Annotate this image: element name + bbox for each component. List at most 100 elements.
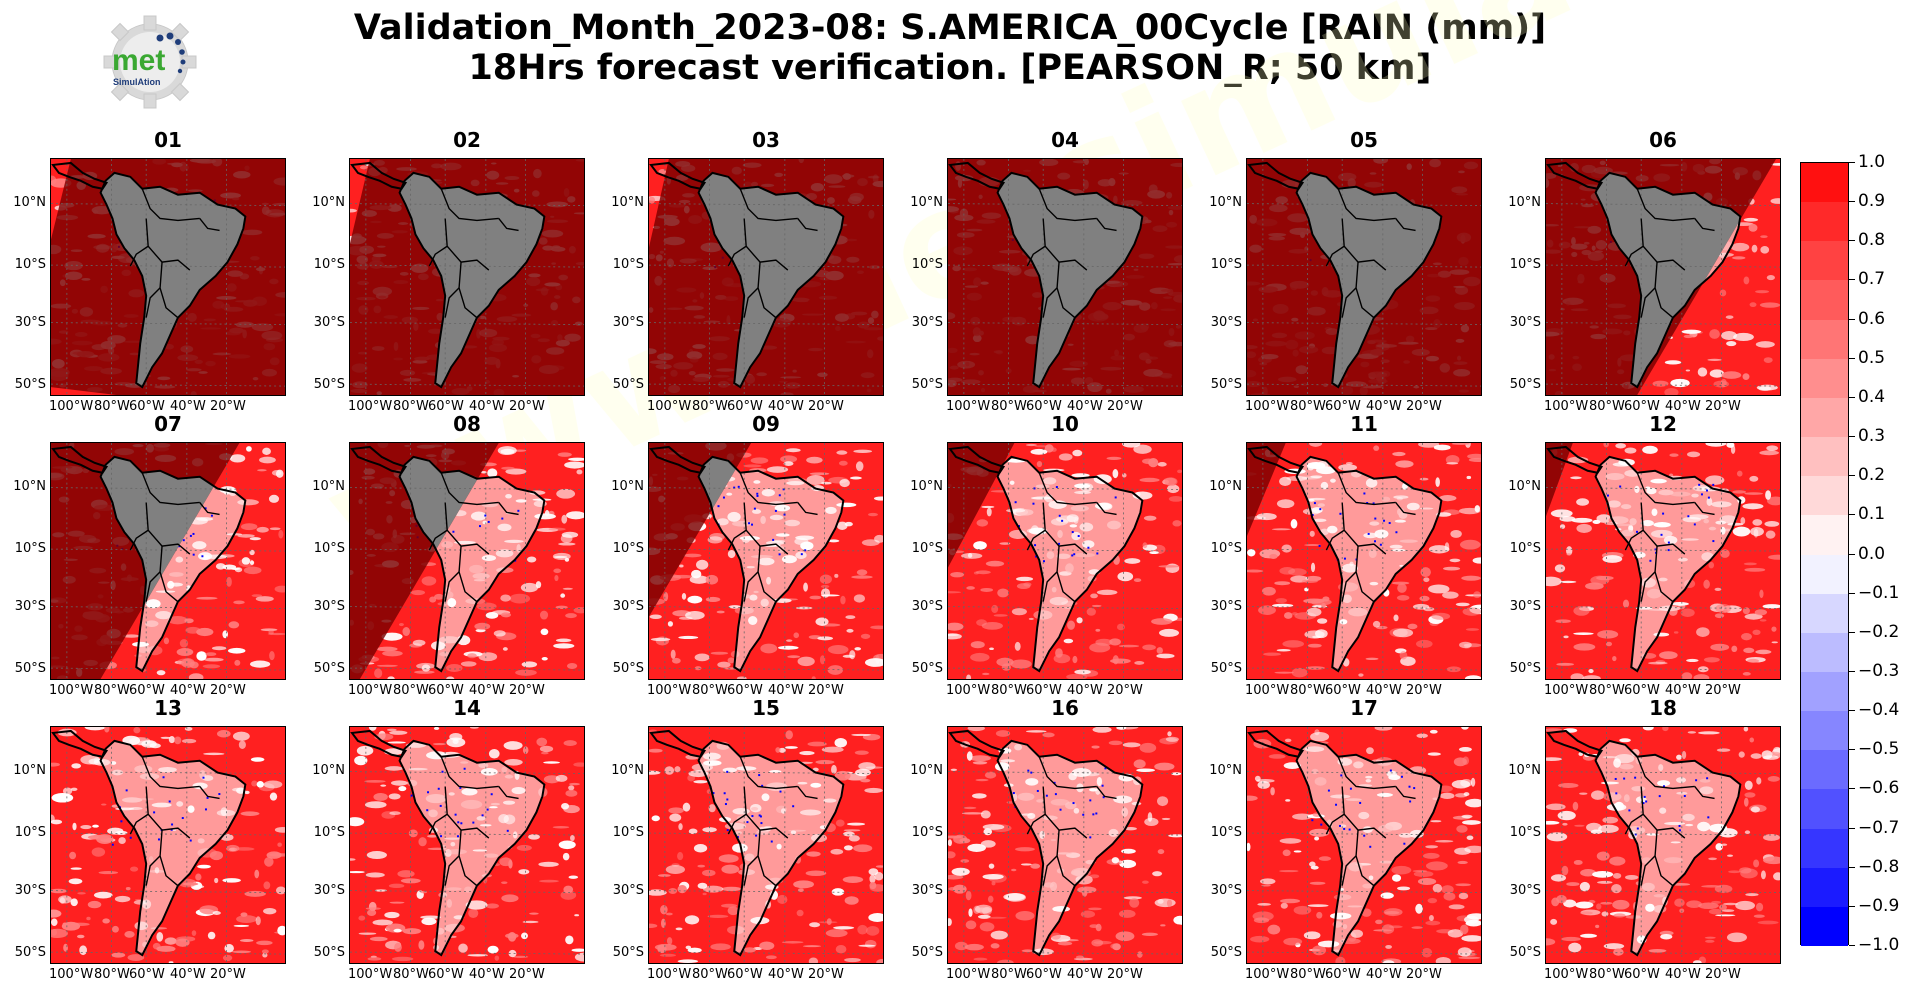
- longitude-tick-label: 80°W: [1290, 399, 1326, 414]
- panel-title: 14: [453, 696, 481, 720]
- longitude-tick-label: 60°W: [428, 683, 464, 698]
- longitude-tick-label: 20°W: [1107, 399, 1143, 414]
- longitude-tick-label: 60°W: [1325, 967, 1361, 982]
- latitude-tick-label: 30°S: [1509, 599, 1541, 614]
- longitude-tick-label: 40°W: [170, 683, 206, 698]
- latitude-tick-label: 10°N: [910, 195, 943, 210]
- latitude-tick-label: 30°S: [911, 315, 943, 330]
- colorbar-tick: [1849, 866, 1855, 868]
- latitude-tick-label: 10°S: [911, 541, 943, 556]
- latitude-tick-label: 10°S: [1509, 257, 1541, 272]
- correlation-map: [349, 442, 585, 680]
- colorbar-segment: [1801, 711, 1848, 751]
- colorbar-tick: [1849, 318, 1855, 320]
- longitude-tick-label: 40°W: [1366, 967, 1402, 982]
- colorbar-tick: [1849, 201, 1855, 203]
- longitude-tick-label: 100°W: [647, 683, 692, 698]
- correlation-map: [1545, 158, 1781, 396]
- latitude-tick-label: 10°N: [910, 479, 943, 494]
- colorbar-tick-label: 0.1: [1858, 504, 1886, 525]
- colorbar-tick-label: −0.8: [1858, 856, 1900, 877]
- longitude-tick-label: 40°W: [768, 683, 804, 698]
- longitude-tick-label: 40°W: [768, 399, 804, 414]
- colorbar-tick: [1849, 670, 1855, 672]
- colorbar-tick: [1849, 279, 1855, 281]
- longitude-tick-label: 60°W: [129, 683, 165, 698]
- panel-title: 07: [154, 412, 182, 436]
- longitude-tick-label: 60°W: [1624, 683, 1660, 698]
- latitude-tick-label: 50°S: [1509, 945, 1541, 960]
- latitude-tick-label: 10°S: [14, 541, 46, 556]
- longitude-tick-label: 100°W: [946, 967, 991, 982]
- longitude-tick-label: 40°W: [469, 683, 505, 698]
- panel-title: 08: [453, 412, 481, 436]
- longitude-tick-label: 40°W: [469, 967, 505, 982]
- logo-subtext: SimulAtion: [113, 77, 161, 87]
- correlation-map: [1246, 442, 1482, 680]
- colorbar-segment: [1801, 437, 1848, 477]
- latitude-tick-label: 30°S: [612, 315, 644, 330]
- correlation-map: [947, 158, 1183, 396]
- latitude-tick-label: 50°S: [1210, 377, 1242, 392]
- longitude-tick-label: 20°W: [808, 683, 844, 698]
- longitude-tick-label: 20°W: [509, 399, 545, 414]
- forecast-panel: 02 10°N 10°S 30°S 50°S 100°W 80°W 60°W 40°W 20°W: [312, 128, 585, 414]
- latitude-tick-label: 10°S: [1509, 825, 1541, 840]
- longitude-tick-label: 20°W: [509, 967, 545, 982]
- latitude-tick-label: 30°S: [1210, 599, 1242, 614]
- latitude-tick-label: 30°S: [612, 599, 644, 614]
- latitude-tick-label: 10°S: [612, 825, 644, 840]
- latitude-tick-label: 10°S: [14, 825, 46, 840]
- latitude-tick-label: 30°S: [612, 883, 644, 898]
- longitude-tick-label: 80°W: [94, 967, 130, 982]
- forecast-panel: 05 10°N 10°S 30°S 50°S 100°W 80°W 60°W 40°W 20°W: [1209, 128, 1482, 414]
- forecast-panel: 01 10°N 10°S 30°S 50°S 100°W 80°W 60°W 40°W 20°W: [13, 128, 286, 414]
- colorbar-tick: [1849, 475, 1855, 477]
- longitude-tick-label: 100°W: [49, 967, 94, 982]
- latitude-tick-label: 10°S: [612, 257, 644, 272]
- longitude-tick-label: 100°W: [946, 399, 991, 414]
- latitude-tick-label: 10°N: [13, 479, 46, 494]
- colorbar-tick: [1849, 396, 1855, 398]
- latitude-tick-label: 30°S: [313, 315, 345, 330]
- longitude-tick-label: 20°W: [1406, 683, 1442, 698]
- longitude-tick-label: 60°W: [129, 399, 165, 414]
- latitude-tick-label: 10°S: [1210, 541, 1242, 556]
- longitude-tick-label: 80°W: [1589, 683, 1625, 698]
- panel-title: 13: [154, 696, 182, 720]
- latitude-tick-label: 50°S: [612, 377, 644, 392]
- colorbar-tick: [1849, 749, 1855, 751]
- longitude-tick-label: 40°W: [1366, 399, 1402, 414]
- colorbar-tick: [1849, 436, 1855, 438]
- colorbar-segment: [1801, 241, 1848, 281]
- longitude-tick-label: 40°W: [469, 399, 505, 414]
- longitude-tick-label: 80°W: [94, 399, 130, 414]
- longitude-tick-label: 20°W: [1406, 399, 1442, 414]
- latitude-tick-label: 30°S: [14, 883, 46, 898]
- colorbar-segment: [1801, 280, 1848, 321]
- correlation-map: [648, 158, 884, 396]
- longitude-tick-label: 60°W: [727, 967, 763, 982]
- latitude-tick-label: 10°N: [611, 763, 644, 778]
- longitude-tick-label: 20°W: [1107, 967, 1143, 982]
- longitude-tick-label: 80°W: [1589, 967, 1625, 982]
- longitude-tick-label: 60°W: [428, 967, 464, 982]
- colorbar-segment: [1801, 397, 1848, 438]
- latitude-tick-label: 10°S: [14, 257, 46, 272]
- forecast-panel: 18 10°N 10°S 30°S 50°S 100°W 80°W 60°W 40°W 20°W: [1508, 696, 1781, 982]
- colorbar-segment: [1801, 202, 1848, 242]
- longitude-tick-label: 80°W: [393, 967, 429, 982]
- latitude-tick-label: 50°S: [313, 945, 345, 960]
- colorbar-segment: [1801, 632, 1848, 673]
- panel-title: 04: [1051, 128, 1079, 152]
- colorbar-tick-label: −1.0: [1858, 935, 1900, 955]
- colorbar-segment: [1801, 828, 1848, 869]
- latitude-tick-label: 30°S: [313, 599, 345, 614]
- latitude-tick-label: 30°S: [1509, 315, 1541, 330]
- latitude-tick-label: 10°N: [1209, 479, 1242, 494]
- latitude-tick-label: 10°N: [1508, 479, 1541, 494]
- colorbar-segment: [1801, 554, 1848, 595]
- longitude-tick-label: 100°W: [1544, 399, 1589, 414]
- longitude-tick-label: 40°W: [170, 399, 206, 414]
- latitude-tick-label: 50°S: [1210, 945, 1242, 960]
